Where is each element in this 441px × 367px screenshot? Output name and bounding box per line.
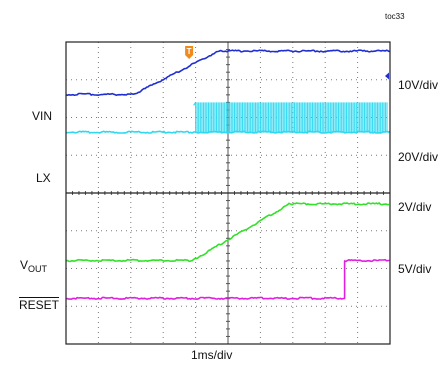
vout-label-main: V	[20, 258, 29, 272]
plot-frame	[65, 41, 391, 345]
traces	[65, 49, 391, 300]
scale-label-vin: 10V/div	[398, 78, 439, 92]
vin-label: VIN	[32, 109, 53, 123]
vout-label-subscript: OUT	[28, 264, 48, 274]
vout-label: VOUT	[20, 258, 47, 274]
lx-switching-start	[193, 102, 197, 106]
trigger-position-marker	[185, 46, 194, 59]
trigger-level-marker	[385, 72, 389, 80]
vin-trace	[65, 49, 390, 97]
scale-label-reset: 5V/div	[398, 262, 432, 276]
reset-label: RESET	[19, 298, 60, 312]
time-scale-label: 1ms/div	[191, 348, 233, 362]
vout-trace	[65, 202, 389, 263]
lx-label: LX	[36, 171, 51, 185]
scale-label-lx: 20V/div	[398, 150, 439, 164]
lx-trace	[65, 130, 391, 134]
reset-trace	[65, 258, 390, 300]
trigger-marker: T	[185, 46, 389, 80]
scale-label-vout: 2V/div	[398, 200, 432, 214]
figure-id: toc33	[385, 12, 405, 21]
trigger-marker-label: T	[187, 47, 192, 56]
